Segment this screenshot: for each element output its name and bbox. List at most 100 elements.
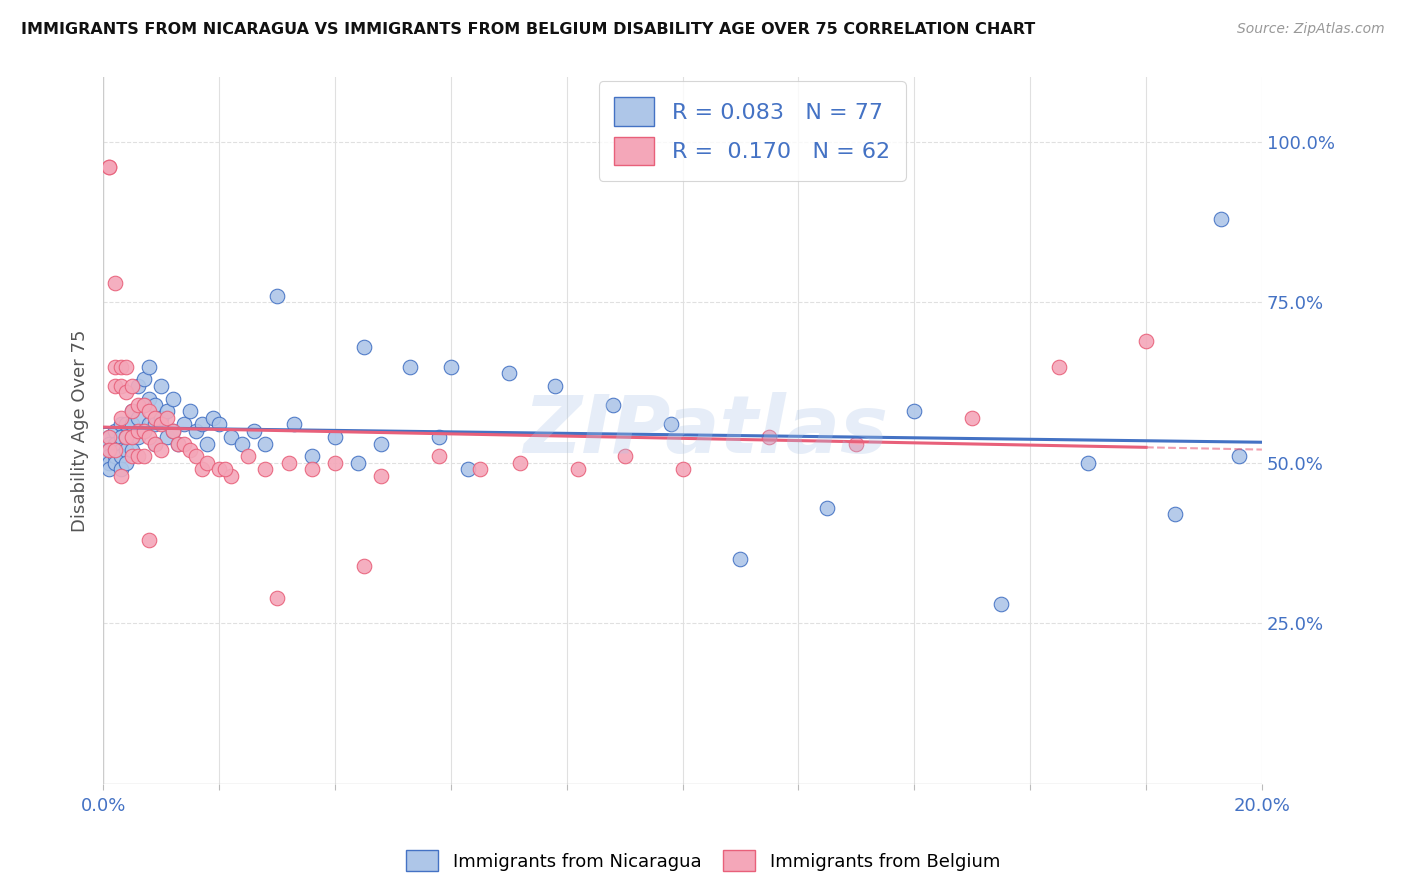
Point <box>277 456 299 470</box>
Legend: R = 0.083   N = 77, R =  0.170   N = 62: R = 0.083 N = 77, R = 0.170 N = 62 <box>599 81 905 181</box>
Point <box>115 359 138 374</box>
Point <box>121 417 143 432</box>
Point <box>97 161 120 175</box>
Point <box>138 359 160 374</box>
Point <box>659 417 682 432</box>
Point <box>97 430 120 444</box>
Point <box>162 424 184 438</box>
Point <box>127 424 149 438</box>
Point <box>104 436 127 450</box>
Point <box>498 366 520 380</box>
Point <box>370 436 392 450</box>
Point <box>353 340 375 354</box>
Point <box>613 450 636 464</box>
Point <box>162 392 184 406</box>
Point <box>127 430 149 444</box>
Point <box>440 359 463 374</box>
Point <box>121 443 143 458</box>
Text: IMMIGRANTS FROM NICARAGUA VS IMMIGRANTS FROM BELGIUM DISABILITY AGE OVER 75 CORR: IMMIGRANTS FROM NICARAGUA VS IMMIGRANTS … <box>21 22 1035 37</box>
Point <box>167 436 190 450</box>
Point <box>97 443 120 458</box>
Point <box>104 359 127 374</box>
Point <box>115 456 138 470</box>
Point <box>138 417 160 432</box>
Point <box>173 417 195 432</box>
Point <box>127 378 149 392</box>
Point <box>427 430 450 444</box>
Point <box>132 424 155 438</box>
Point <box>468 462 491 476</box>
Point <box>127 411 149 425</box>
Point <box>323 456 346 470</box>
Point <box>179 443 201 458</box>
Point <box>1227 450 1250 464</box>
Point <box>104 443 127 458</box>
Point <box>97 430 120 444</box>
Point <box>115 430 138 444</box>
Point <box>110 468 132 483</box>
Point <box>104 276 127 290</box>
Point <box>427 450 450 464</box>
Point <box>758 430 780 444</box>
Point <box>121 430 143 444</box>
Point <box>110 378 132 392</box>
Point <box>150 417 173 432</box>
Point <box>110 359 132 374</box>
Point <box>110 450 132 464</box>
Legend: Immigrants from Nicaragua, Immigrants from Belgium: Immigrants from Nicaragua, Immigrants fr… <box>398 843 1008 879</box>
Point <box>143 411 166 425</box>
Point <box>156 404 179 418</box>
Point <box>97 161 120 175</box>
Point <box>143 436 166 450</box>
Point <box>115 430 138 444</box>
Y-axis label: Disability Age Over 75: Disability Age Over 75 <box>72 329 89 532</box>
Point <box>208 417 231 432</box>
Point <box>301 462 323 476</box>
Point <box>730 552 752 566</box>
Point <box>1211 211 1233 226</box>
Point <box>138 404 160 418</box>
Point <box>97 450 120 464</box>
Point <box>138 430 160 444</box>
Point <box>197 456 219 470</box>
Point <box>110 430 132 444</box>
Point <box>121 430 143 444</box>
Point <box>121 450 143 464</box>
Point <box>457 462 479 476</box>
Point <box>110 443 132 458</box>
Point <box>143 398 166 412</box>
Point <box>143 417 166 432</box>
Point <box>127 398 149 412</box>
Point <box>1077 456 1099 470</box>
Point <box>353 558 375 573</box>
Point <box>143 436 166 450</box>
Point <box>242 424 264 438</box>
Point <box>132 424 155 438</box>
Point <box>138 392 160 406</box>
Point <box>960 411 983 425</box>
Point <box>167 436 190 450</box>
Point <box>132 398 155 412</box>
Point <box>110 462 132 476</box>
Point <box>323 430 346 444</box>
Point <box>671 462 693 476</box>
Point <box>509 456 531 470</box>
Point <box>1135 334 1157 348</box>
Point <box>179 404 201 418</box>
Point <box>184 424 207 438</box>
Point <box>150 378 173 392</box>
Point <box>150 443 173 458</box>
Point <box>115 417 138 432</box>
Point <box>190 417 212 432</box>
Point <box>132 372 155 386</box>
Point <box>197 436 219 450</box>
Point <box>104 424 127 438</box>
Point <box>567 462 589 476</box>
Point <box>544 378 567 392</box>
Point <box>104 450 127 464</box>
Point <box>110 417 132 432</box>
Point <box>184 450 207 464</box>
Point <box>254 462 277 476</box>
Point <box>162 424 184 438</box>
Point <box>132 398 155 412</box>
